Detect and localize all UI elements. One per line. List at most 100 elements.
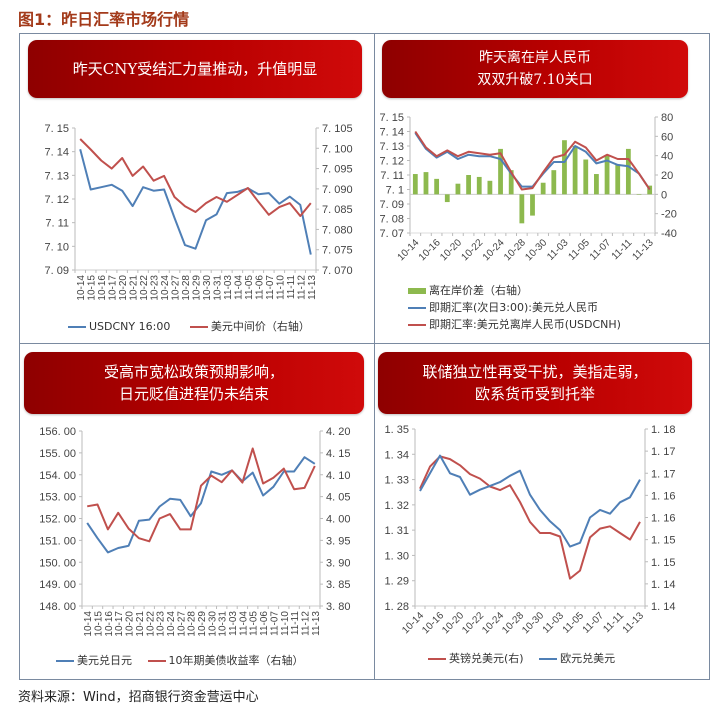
- y2-tick-label: 4. 10: [326, 470, 350, 482]
- y-tick-label: 7. 13: [45, 170, 69, 182]
- x-tick-label: 11-10: [275, 275, 286, 300]
- bar: [583, 159, 589, 195]
- y2-tick-label: 7. 105: [322, 123, 353, 135]
- x-tick-label: 10-14: [396, 237, 422, 263]
- x-tick-label: 11-03: [541, 610, 567, 636]
- source-note: 资料来源：Wind，招商银行资金营运中心: [18, 690, 259, 705]
- y-tick-label: 149. 00: [39, 579, 76, 591]
- series-line: [414, 132, 651, 191]
- x-tick-label: 10-28: [502, 237, 528, 263]
- legend-swatch-red: [147, 660, 166, 662]
- y2-tick-label: 3. 90: [326, 557, 350, 569]
- x-tick-label: 10-20: [125, 611, 136, 637]
- y-tick-label: 7. 15: [45, 123, 69, 135]
- x-tick-label: 11-05: [249, 611, 260, 636]
- y-tick-label: 1. 33: [385, 475, 409, 487]
- grid-horizontal-divider: [19, 343, 710, 344]
- y-tick-label: 1. 30: [385, 550, 409, 562]
- y2-tick-label: 7. 075: [322, 245, 353, 257]
- y2-tick-label: -20: [661, 209, 677, 221]
- y-tick-label: 7. 15: [380, 112, 404, 124]
- bar: [540, 182, 546, 195]
- series-line: [87, 447, 316, 543]
- y-tick-label: 1. 34: [385, 449, 409, 461]
- legend-swatch-blue: [56, 660, 74, 662]
- y-tick-label: 148. 00: [39, 601, 76, 613]
- y-tick-label: 1. 35: [385, 424, 409, 436]
- x-tick-label: 10-30: [523, 237, 549, 263]
- bar: [551, 170, 557, 195]
- series-line: [86, 456, 316, 554]
- legend-label: 即期汇率(次日3:00):美元兑人民币: [429, 301, 598, 314]
- x-tick-label: 11-03: [223, 275, 234, 300]
- bar: [604, 155, 610, 195]
- y-tick-label: 7. 11: [45, 218, 69, 230]
- y2-tick-label: -40: [661, 228, 677, 240]
- x-tick-label: 11-11: [610, 237, 635, 262]
- y-tick-label: 151. 00: [39, 535, 76, 547]
- y-tick-label: 154. 00: [39, 470, 76, 482]
- x-tick-label: 11-06: [259, 611, 270, 636]
- panel-1-title-line-1: 昨天CNY受结汇力量推动，升值明显: [72, 60, 318, 78]
- y2-tick-label: 4. 05: [326, 492, 350, 504]
- x-tick-label: 11-12: [296, 275, 307, 300]
- x-tick-label: 10-15: [87, 275, 98, 301]
- y2-tick-label: 40: [661, 151, 673, 163]
- legend-label: 离在岸价差（右轴）: [429, 284, 528, 297]
- bar: [530, 194, 535, 216]
- x-tick-label: 11-12: [300, 611, 311, 636]
- y2-tick-label: 1. 16: [651, 490, 675, 502]
- bar: [498, 148, 503, 195]
- y-tick-label: 7. 10: [45, 241, 69, 253]
- chart-cnh-cny-spread: 7. 15 7. 14 7. 13 7. 12 7. 11 7. 1 7. 09 7. 08 7…: [380, 112, 677, 263]
- y2-tick-label: 1. 16: [651, 513, 675, 525]
- bar: [466, 175, 471, 195]
- x-tick-label: 10-23: [156, 611, 167, 637]
- x-tick-label: 10-29: [192, 275, 203, 301]
- x-tick-label: 11-05: [244, 275, 255, 300]
- legend-swatch-red: [189, 326, 208, 328]
- legend-label: 即期汇率:美元兑离岸人民币(USDCNH): [429, 318, 621, 331]
- x-tick-label: 10-23: [150, 275, 161, 301]
- bar: [625, 148, 631, 195]
- y2-tick-label: 3. 80: [326, 601, 350, 613]
- legend-label: 10年期美债收益率（右轴）: [168, 654, 304, 667]
- panel-2-title-line-2: 双双升破7.10关口: [477, 72, 593, 88]
- x-tick-label: 10-30: [207, 611, 218, 637]
- bar: [615, 164, 621, 195]
- bar: [434, 178, 440, 195]
- bar: [412, 174, 418, 195]
- x-tick-label: 10-22: [139, 275, 150, 301]
- y-tick-label: 156. 00: [39, 426, 76, 438]
- panel-2-banner: 昨天离在岸人民币 双双升破7.10关口: [382, 40, 688, 98]
- panel-3-banner: 受高市宽松政策预期影响， 日元贬值进程仍未结束: [24, 352, 364, 414]
- bar: [519, 194, 525, 224]
- legend-chart-3: 美元兑日元 10年期美债收益率（右轴）: [56, 652, 304, 668]
- y-tick-label: 7. 09: [380, 199, 404, 211]
- legend-swatch-blue: [68, 326, 86, 328]
- panel-1-banner: 昨天CNY受结汇力量推动，升值明显: [28, 40, 362, 98]
- x-tick-label: 11-07: [588, 237, 614, 263]
- y-tick-label: 1. 28: [385, 601, 409, 613]
- x-tick-label: 10-24: [480, 610, 506, 636]
- x-tick-label: 10-17: [114, 611, 125, 637]
- x-tick-label: 11-05: [567, 237, 593, 263]
- x-tick-label: 10-30: [520, 610, 546, 636]
- legend-label: 欧元兑美元: [560, 652, 616, 665]
- x-tick-label: 10-21: [135, 611, 146, 637]
- legend-swatch-blue: [408, 307, 426, 309]
- y-tick-label: 7. 14: [45, 147, 69, 159]
- x-tick-label: 10-31: [218, 611, 229, 637]
- legend-swatch-red: [428, 658, 446, 660]
- x-tick-label: 11-07: [265, 275, 276, 300]
- x-tick-label: 10-28: [187, 611, 198, 637]
- x-tick-label: 10-16: [104, 611, 115, 637]
- x-tick-label: 10-20: [440, 610, 466, 636]
- y2-tick-label: 7. 085: [322, 204, 353, 216]
- bar: [572, 146, 578, 195]
- y-tick-label: 7. 12: [380, 156, 404, 168]
- x-tick-label: 10-24: [166, 611, 177, 637]
- x-tick-label: 10-16: [97, 275, 108, 301]
- y2-tick-label: 7. 080: [322, 224, 353, 236]
- x-tick-label: 10-14: [83, 611, 94, 637]
